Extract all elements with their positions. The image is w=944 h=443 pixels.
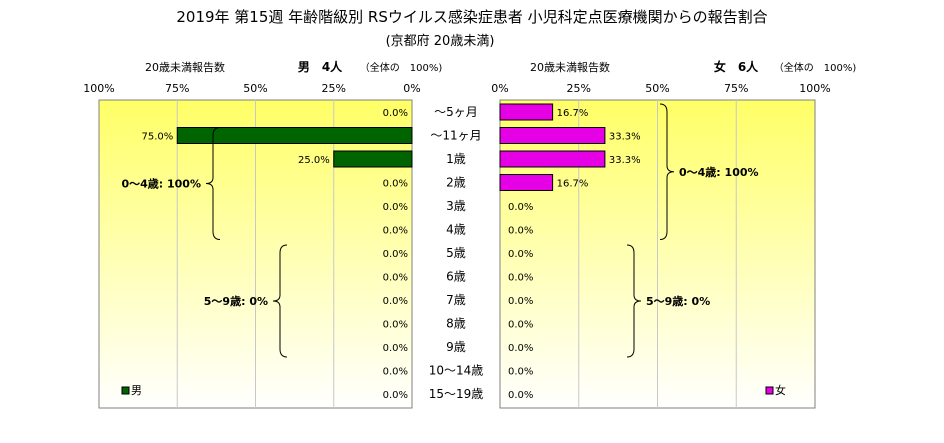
- right-axis-caption: 20歳未満報告数: [530, 61, 610, 74]
- left-header: 男 4人: [298, 59, 343, 74]
- male-data-label: 0.0%: [383, 320, 408, 331]
- male-data-label: 0.0%: [383, 108, 408, 119]
- female-data-label: 0.0%: [508, 320, 533, 331]
- female-bar: [499, 150, 606, 168]
- male-tick-label: 25%: [322, 82, 346, 95]
- age-category-label: 9歳: [446, 340, 466, 354]
- female-bar: [499, 174, 554, 191]
- female-data-label: 0.0%: [508, 249, 533, 260]
- female-data-label: 0.0%: [508, 273, 533, 284]
- female-age-group-label: 5～9歳: 0%: [646, 294, 710, 308]
- female-age-brace: [659, 103, 675, 240]
- male-age-group-label: 0～4歳: 100%: [121, 177, 201, 191]
- right-header-note: （全体の 100%): [774, 61, 857, 74]
- female-age-group-label: 0～4歳: 100%: [679, 165, 759, 179]
- chart-title: 2019年 第15週 年齢階級別 RSウイルス感染症患者 小児科定点医療機関から…: [176, 8, 767, 26]
- female-data-label: 16.7%: [557, 179, 589, 190]
- male-bar: [176, 127, 413, 144]
- male-data-label: 0.0%: [383, 367, 408, 378]
- female-data-label: 0.0%: [508, 367, 533, 378]
- male-data-label: 0.0%: [383, 273, 408, 284]
- age-category-label: 15～19歳: [429, 387, 484, 401]
- female-bar: [499, 103, 554, 121]
- female-data-label: 0.0%: [508, 343, 533, 354]
- age-category-label: 7歳: [446, 293, 466, 307]
- age-category-label: 3歳: [446, 199, 466, 213]
- female-data-label: 0.0%: [508, 202, 533, 213]
- age-category-label: ～11ヶ月: [430, 129, 481, 143]
- male-legend-label: 男: [131, 384, 142, 397]
- female-age-brace: [626, 244, 642, 358]
- male-data-label: 0.0%: [383, 390, 408, 401]
- age-category-label: 5歳: [446, 246, 466, 260]
- female-bar: [499, 127, 606, 144]
- female-data-label: 33.3%: [609, 132, 641, 143]
- male-data-label: 75.0%: [141, 132, 173, 143]
- left-header-note: （全体の 100%): [360, 61, 443, 74]
- female-data-label: 0.0%: [508, 296, 533, 307]
- right-header: 女 6人: [714, 59, 759, 74]
- left-axis-caption: 20歳未満報告数: [145, 61, 225, 74]
- female-tick-label: 75%: [724, 82, 748, 95]
- age-category-label: ～5ヶ月: [434, 105, 478, 119]
- male-tick-label: 50%: [243, 82, 267, 95]
- age-category-label: 10～14歳: [429, 364, 484, 378]
- male-tick-label: 0%: [403, 82, 420, 95]
- male-bar: [333, 150, 413, 168]
- female-tick-label: 100%: [799, 82, 830, 95]
- male-data-label: 0.0%: [383, 296, 408, 307]
- male-data-label: 0.0%: [383, 249, 408, 260]
- male-tick-label: 75%: [165, 82, 189, 95]
- female-data-label: 16.7%: [557, 108, 589, 119]
- age-category-label: 2歳: [446, 176, 466, 190]
- female-tick-label: 0%: [491, 82, 508, 95]
- female-tick-label: 25%: [567, 82, 591, 95]
- male-age-brace: [205, 127, 221, 240]
- female-legend-swatch: [765, 386, 774, 395]
- male-age-brace: [272, 244, 288, 358]
- male-data-label: 0.0%: [383, 202, 408, 213]
- male-data-label: 0.0%: [383, 179, 408, 190]
- male-age-group-label: 5～9歳: 0%: [204, 294, 268, 308]
- age-category-label: 8歳: [446, 317, 466, 331]
- male-data-label: 25.0%: [298, 155, 330, 166]
- female-data-label: 0.0%: [508, 390, 533, 401]
- age-category-label: 6歳: [446, 270, 466, 284]
- female-tick-label: 50%: [645, 82, 669, 95]
- age-category-label: 4歳: [446, 223, 466, 237]
- male-tick-label: 100%: [83, 82, 114, 95]
- female-legend-label: 女: [775, 383, 786, 397]
- male-data-label: 0.0%: [383, 343, 408, 354]
- chart-subtitle: (京都府 20歳未満): [386, 34, 495, 49]
- male-data-label: 0.0%: [383, 226, 408, 237]
- female-data-label: 33.3%: [609, 155, 641, 166]
- female-data-label: 0.0%: [508, 226, 533, 237]
- age-category-label: 1歳: [446, 152, 466, 166]
- male-legend-swatch: [121, 386, 130, 395]
